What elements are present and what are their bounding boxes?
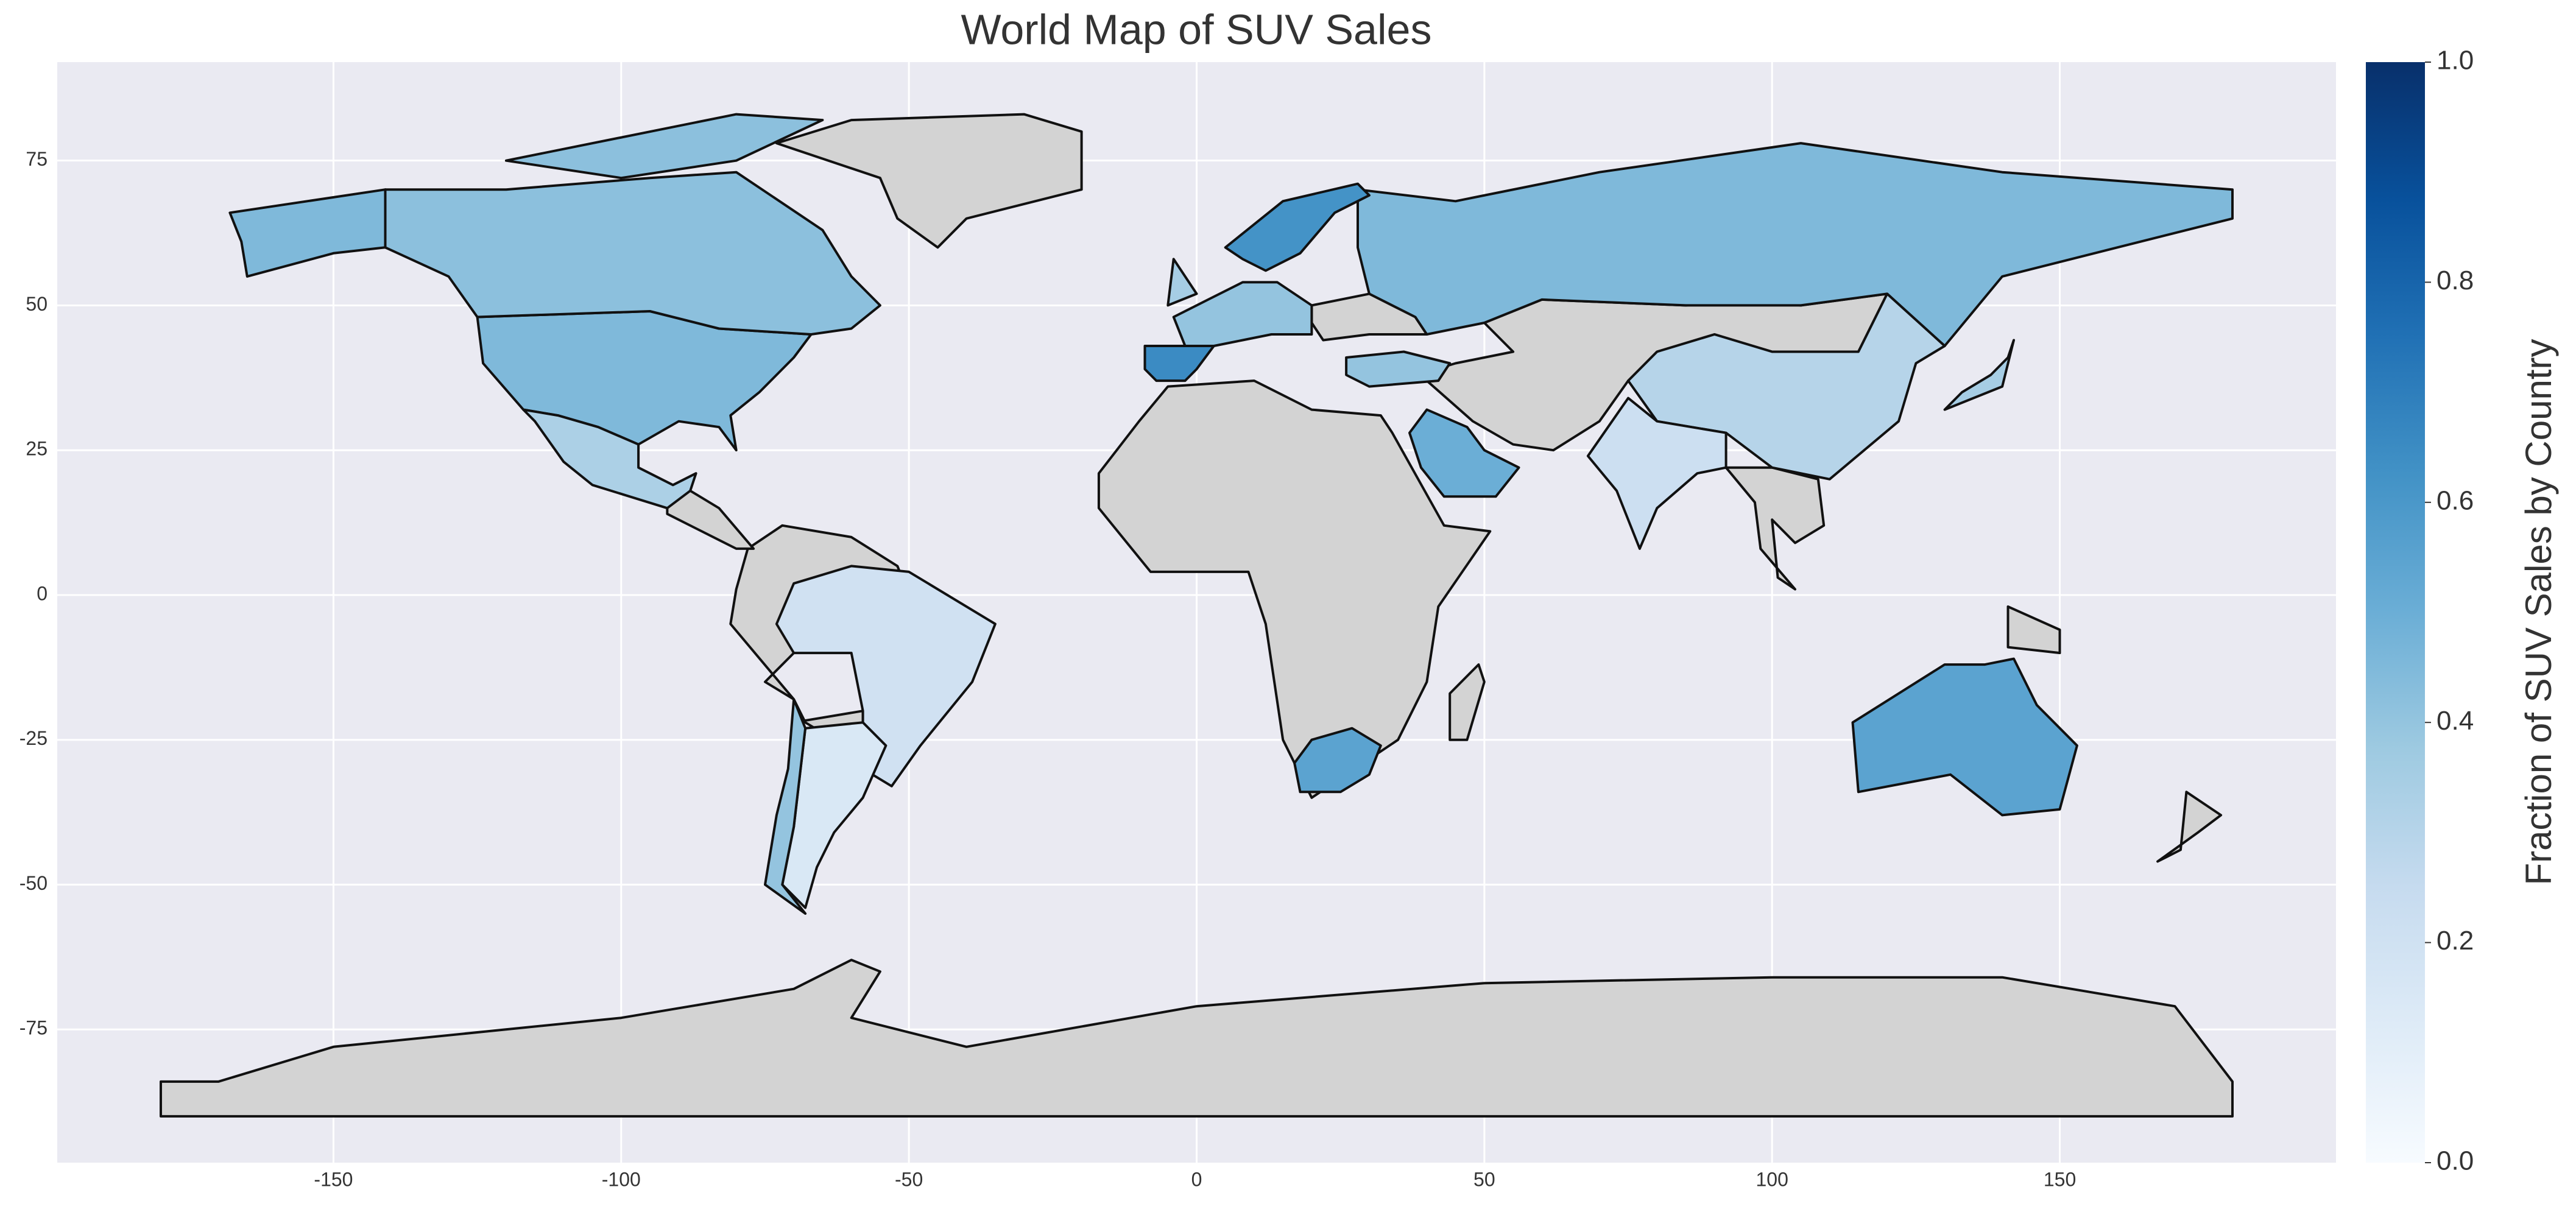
country xyxy=(1172,281,1313,347)
country xyxy=(1943,339,2015,411)
country xyxy=(504,113,824,180)
country xyxy=(384,171,881,336)
x-tick-label: 100 xyxy=(1756,1168,1788,1190)
colorbar-tick-label: 0.8 xyxy=(2437,266,2474,295)
country xyxy=(1408,408,1520,498)
no-data-region xyxy=(666,489,755,550)
colorbar-tick-label: 0.6 xyxy=(2437,485,2474,515)
y-tick-label: 75 xyxy=(26,148,48,170)
country xyxy=(1224,182,1371,272)
country xyxy=(1586,396,1727,550)
colorbar-tick-label: 0.0 xyxy=(2437,1146,2474,1176)
no-data-region xyxy=(2006,605,2061,655)
colorbar-tick-label: 1.0 xyxy=(2437,46,2474,76)
x-tick-label: -100 xyxy=(602,1168,641,1190)
no-data-region xyxy=(160,959,2234,1118)
y-tick-label: 50 xyxy=(26,293,48,315)
y-tick-label: -50 xyxy=(19,872,48,894)
country xyxy=(1851,657,2078,817)
y-tick-label: -25 xyxy=(19,727,48,749)
x-tick-label: 0 xyxy=(1191,1168,1202,1190)
country xyxy=(1166,258,1198,307)
country xyxy=(522,408,697,510)
no-data-region xyxy=(775,113,1083,249)
country xyxy=(1293,727,1382,794)
no-data-region xyxy=(2156,791,2223,863)
colorbar xyxy=(2366,62,2425,1163)
y-tick-label: 0 xyxy=(37,582,48,604)
colorbar-tick-label: 0.4 xyxy=(2437,706,2474,736)
x-tick-label: -150 xyxy=(314,1168,353,1190)
y-tick-label: 25 xyxy=(26,438,48,460)
x-tick-label: 50 xyxy=(1473,1168,1495,1190)
x-tick-label: -50 xyxy=(895,1168,923,1190)
colorbar-tick-label: 0.2 xyxy=(2437,926,2474,956)
y-tick-label: -75 xyxy=(19,1017,48,1039)
country xyxy=(764,698,807,915)
no-data-region xyxy=(1724,466,1826,591)
no-data-region xyxy=(1449,663,1486,741)
land xyxy=(160,113,2234,1118)
country xyxy=(1627,292,1946,481)
country xyxy=(1345,350,1452,388)
chart-title: World Map of SUV Sales xyxy=(961,5,1432,53)
colorbar-label: Fraction of SUV Sales by Country xyxy=(2518,339,2559,885)
x-tick-label: 150 xyxy=(2044,1168,2076,1190)
no-data-region xyxy=(1097,379,1492,799)
